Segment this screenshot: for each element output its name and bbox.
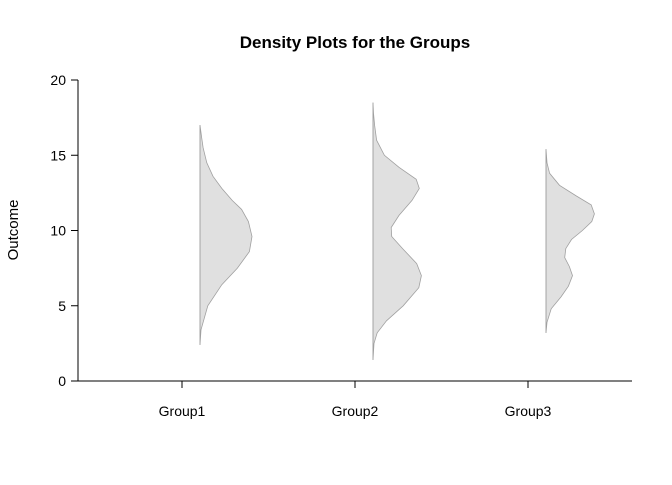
y-tick-label: 5 <box>58 298 66 314</box>
x-tick-label: Group1 <box>159 403 206 419</box>
y-tick-label: 0 <box>58 373 66 389</box>
y-axis-label: Outcome <box>5 200 22 261</box>
x-tick-label: Group3 <box>505 403 552 419</box>
x-tick-label: Group2 <box>332 403 379 419</box>
y-tick-label: 15 <box>50 147 66 163</box>
chart-title: Density Plots for the Groups <box>240 33 470 52</box>
y-tick-label: 20 <box>50 72 66 88</box>
y-axis-ticks: 0 5 10 15 20 <box>50 72 78 389</box>
density-group1 <box>199 125 253 345</box>
y-tick-label: 10 <box>50 223 66 239</box>
x-axis-ticks: Group1 Group2 Group3 <box>159 381 552 419</box>
density-group3 <box>545 149 595 333</box>
density-group2 <box>372 102 422 360</box>
density-series <box>199 102 595 360</box>
